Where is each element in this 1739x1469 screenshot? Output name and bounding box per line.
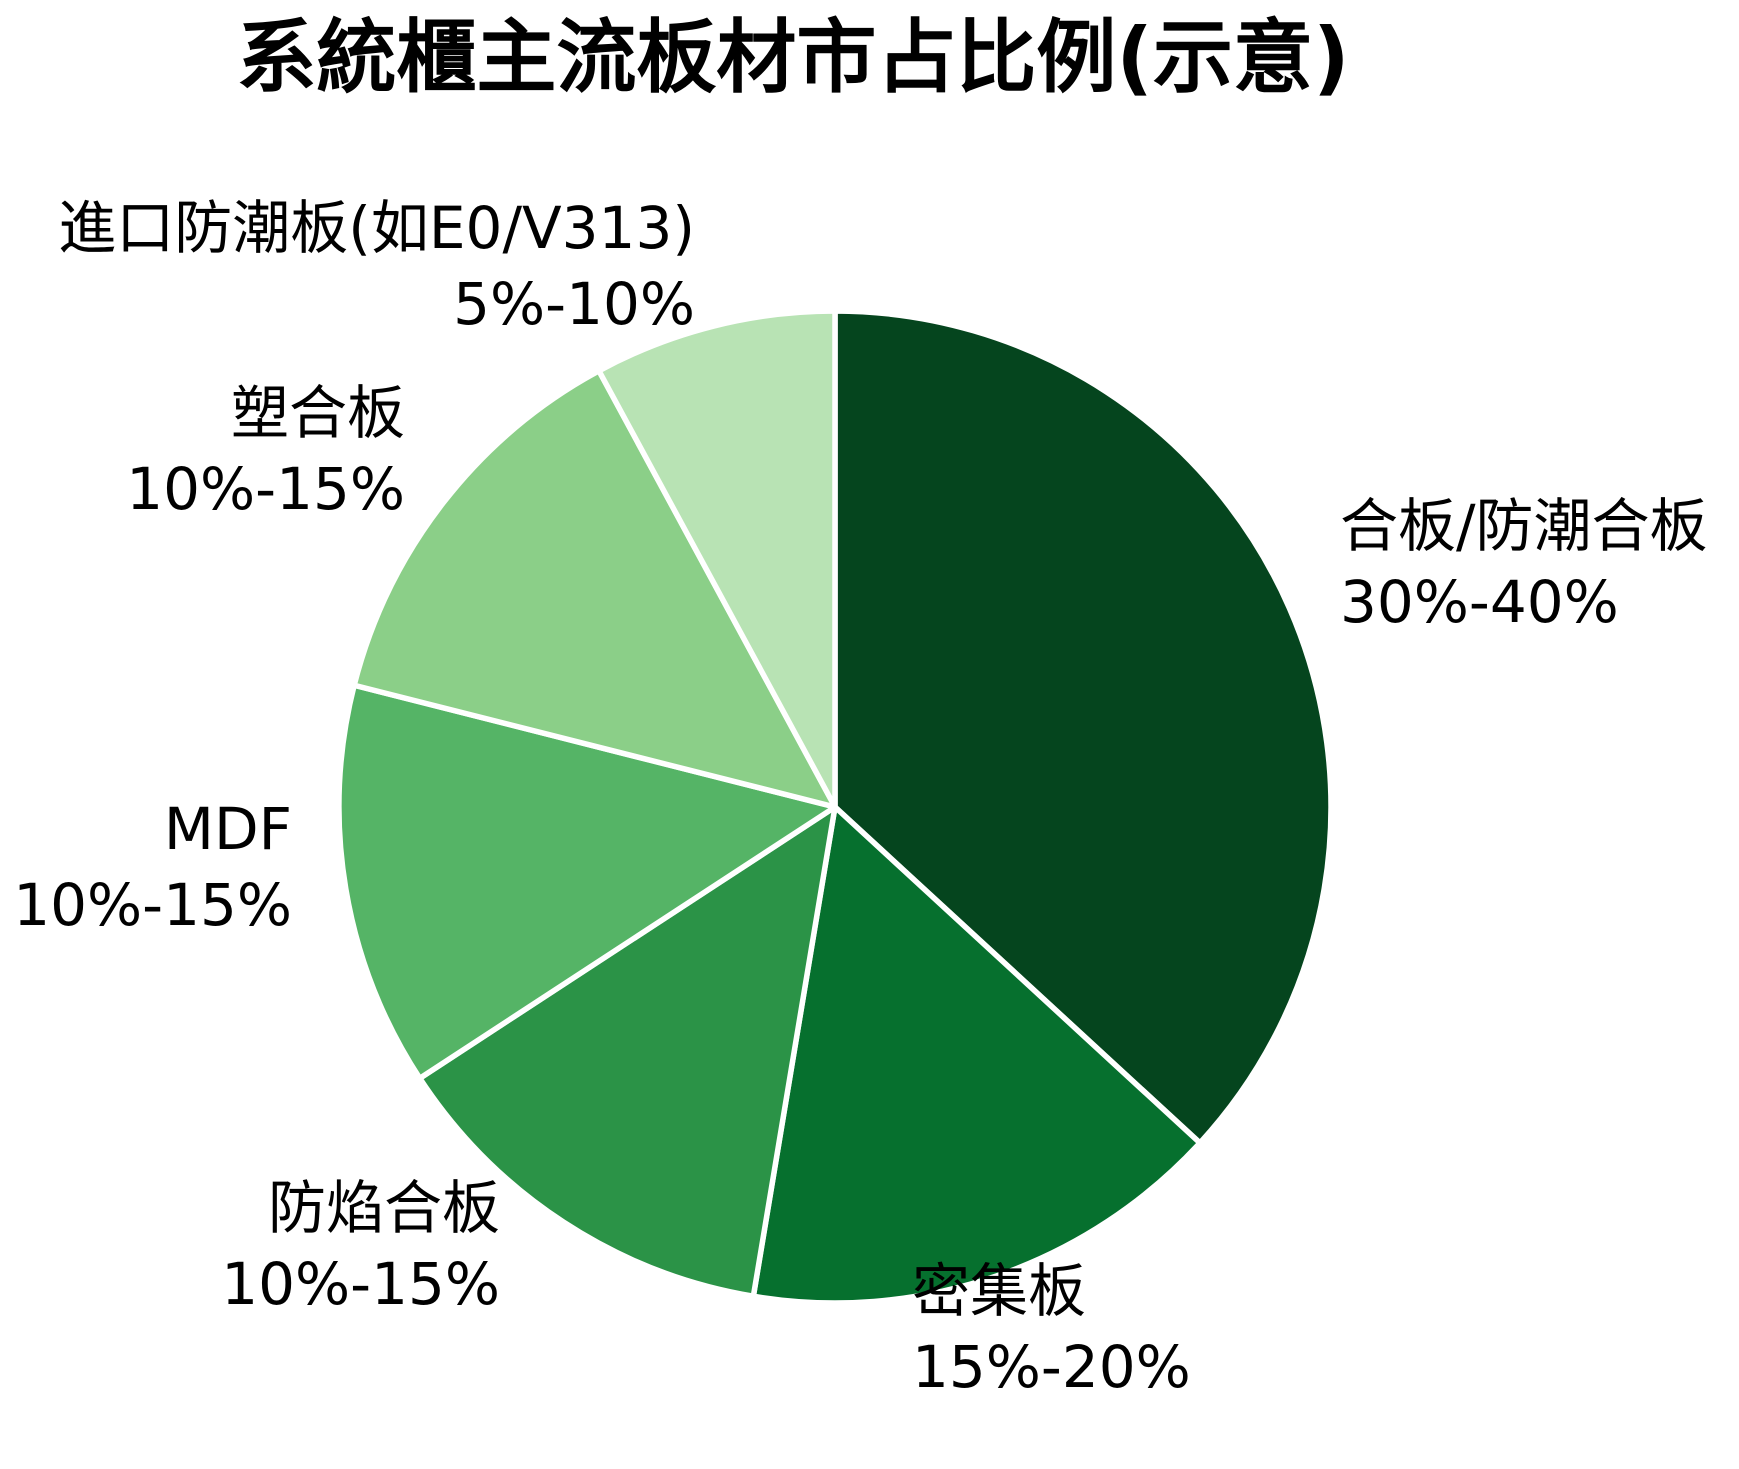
pie-slice-4 <box>351 368 838 810</box>
slice-label-mdf-pct: 10%-15% <box>13 871 292 939</box>
slice-label-plywood: 合板/防潮合板 30%-40% <box>1340 488 1708 640</box>
slice-label-imported-moistureproof-name: 進口防潮板(如E0/V313) <box>58 194 695 262</box>
pie-slice-2 <box>417 804 838 1299</box>
slice-label-melamine-name: 塑合板 <box>230 379 405 447</box>
slice-label-particleboard: 密集板 15%-20% <box>912 1253 1191 1405</box>
slice-label-imported-moistureproof: 進口防潮板(如E0/V313) 5%-10% <box>58 190 695 342</box>
slice-label-imported-moistureproof-pct: 5%-10% <box>453 270 695 338</box>
slice-label-mdf-name: MDF <box>163 795 292 863</box>
pie-slice-3 <box>336 682 838 1082</box>
slice-label-melamine: 塑合板 10%-15% <box>126 375 405 527</box>
slice-label-fire-retardant-name: 防焰合板 <box>267 1174 500 1242</box>
pie-slice-1 <box>750 804 1203 1306</box>
slice-label-plywood-name: 合板/防潮合板 <box>1340 492 1708 560</box>
slice-label-particleboard-name: 密集板 <box>912 1257 1087 1325</box>
slice-label-fire-retardant: 防焰合板 10%-15% <box>221 1170 500 1322</box>
pie-slice-0 <box>832 308 1334 1146</box>
slice-label-mdf: MDF 10%-15% <box>13 791 292 943</box>
pie-slice-5 <box>596 308 838 810</box>
slice-label-fire-retardant-pct: 10%-15% <box>221 1250 500 1318</box>
chart-title: 系統櫃主流板材市占比例(示意) <box>236 11 1350 104</box>
slice-label-plywood-pct: 30%-40% <box>1340 568 1619 636</box>
slice-label-particleboard-pct: 15%-20% <box>912 1333 1191 1401</box>
slice-label-melamine-pct: 10%-15% <box>126 455 405 523</box>
